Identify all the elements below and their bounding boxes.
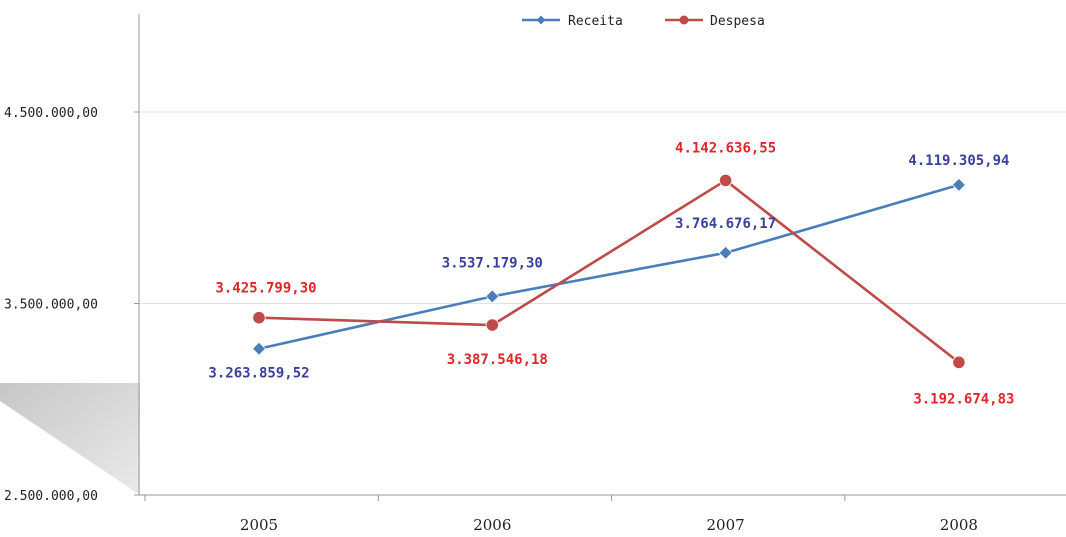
series-layer — [251, 173, 966, 369]
data-point — [252, 311, 266, 325]
axes — [138, 14, 1066, 496]
legend-label: Despesa — [710, 14, 765, 29]
data-labels: 3.263.859,52 3.537.179,30 3.764.676,17 4.11… — [208, 140, 1014, 407]
gridlines — [139, 111, 1066, 304]
legend-item-receita: Receita — [522, 14, 623, 29]
data-point — [952, 355, 966, 369]
data-label: 3.764.676,17 — [675, 216, 776, 232]
data-point — [718, 245, 733, 260]
data-label: 3.263.859,52 — [208, 366, 309, 382]
data-label: 4.119.305,94 — [908, 153, 1009, 169]
y-tick-label: 4.500.000,00 — [4, 106, 98, 121]
legend-marker — [679, 15, 689, 25]
x-tick-label: 2005 — [240, 516, 278, 534]
data-label: 3.537.179,30 — [442, 255, 543, 271]
series-line-despesa — [258, 179, 960, 364]
data-point — [485, 289, 500, 304]
legend-label: Receita — [568, 14, 623, 29]
data-label: 3.387.546,18 — [447, 352, 548, 368]
x-tick-label: 2006 — [473, 516, 511, 534]
legend-marker — [536, 15, 546, 25]
x-axis-ticks: 2005 2006 2007 2008 — [144, 495, 978, 534]
data-point — [718, 173, 733, 188]
data-label: 3.425.799,30 — [215, 281, 316, 297]
series-line-receita — [258, 183, 960, 350]
y-axis-ticks: 2.500.000,00 3.500.000,00 4.500.000,00 — [4, 106, 139, 504]
data-point — [951, 177, 966, 192]
data-label: 3.192.674,83 — [913, 391, 1014, 407]
data-point — [251, 341, 267, 356]
x-tick-label: 2008 — [940, 516, 978, 534]
y-tick-label: 3.500.000,00 — [4, 298, 98, 313]
decorative-shadow — [0, 383, 140, 495]
data-label: 4.142.636,55 — [675, 140, 776, 156]
legend-item-despesa: Despesa — [665, 14, 765, 29]
legend: Receita Despesa — [522, 14, 765, 29]
x-tick-label: 2007 — [707, 516, 745, 534]
y-tick-label: 2.500.000,00 — [4, 489, 98, 504]
data-point — [485, 318, 499, 332]
